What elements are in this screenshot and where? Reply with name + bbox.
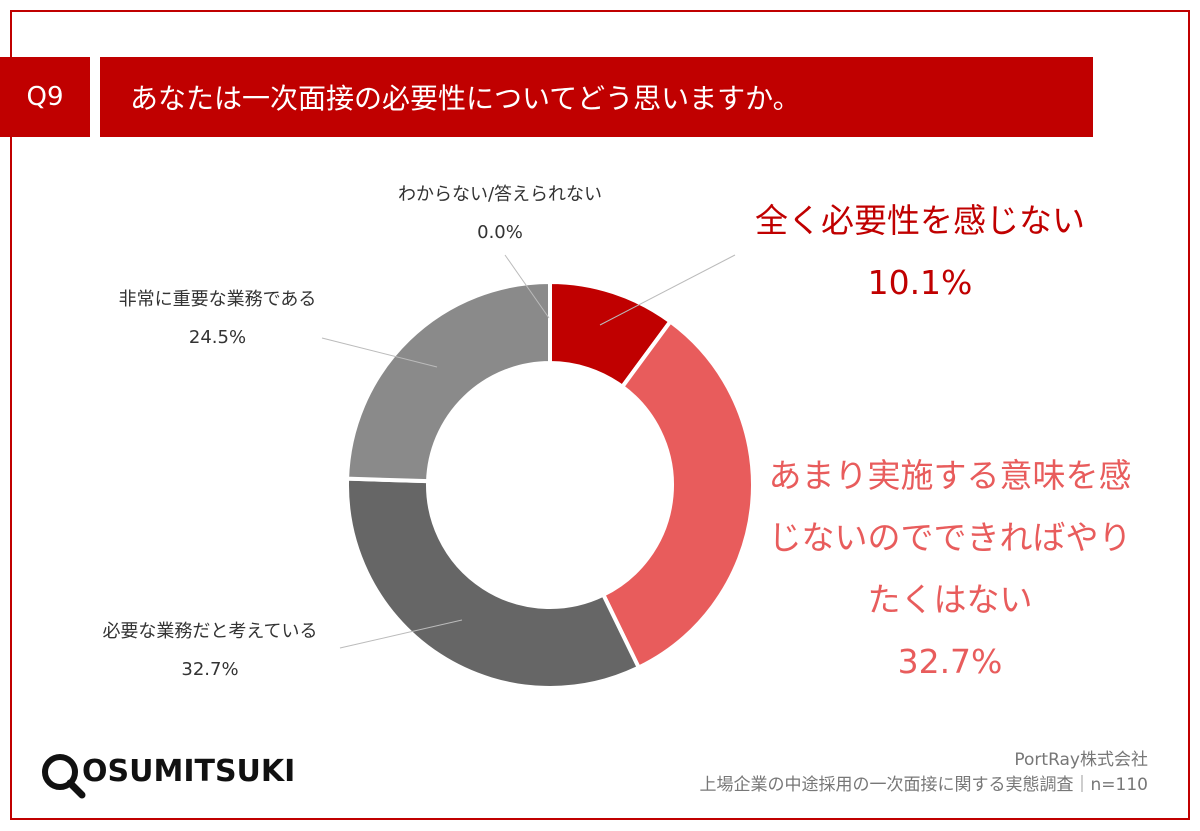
donut-slice [345, 279, 552, 484]
value-label: 24.5% [188, 327, 247, 348]
slice-label: わからない/答えられない 0.0% [360, 176, 640, 252]
slice-label: あまり実施する意味を感じないのでできればやりたくはない 32.7% [760, 445, 1140, 693]
value-label: 10.1% [867, 263, 973, 302]
logo-icon [42, 754, 86, 799]
value-label: 32.7% [897, 642, 1003, 681]
value-label: 32.7% [181, 659, 239, 680]
category-label: 必要な業務だと考えている [102, 621, 318, 642]
slice-label: 非常に重要な業務である 24.5% [100, 281, 335, 357]
category-label: 全く必要性を感じない [755, 201, 1085, 240]
logo: OSUMITSUKI [82, 754, 296, 789]
donut-slice [600, 318, 755, 671]
category-label: あまり実施する意味を感じないのでできればやりたくはない [768, 456, 1132, 619]
category-label: わからない/答えられない [397, 184, 603, 205]
donut-slice [345, 476, 642, 690]
question-text: あなたは一次面接の必要性についてどう思いますか。 [100, 57, 1093, 137]
source: 上場企業の中途採用の一次面接に関する実態調査｜n=110 [699, 775, 1148, 795]
slice-label: 全く必要性を感じない 10.1% [735, 190, 1105, 314]
leader-line [504, 254, 550, 319]
company: PortRay株式会社 [1014, 750, 1148, 770]
value-label: 0.0% [477, 222, 523, 243]
frame [10, 10, 1190, 820]
leader-line [599, 254, 736, 326]
leader-line [321, 337, 438, 368]
question-number: Q9 [0, 57, 90, 137]
slice-label: 必要な業務だと考えている 32.7% [70, 613, 350, 689]
leader-line [339, 619, 463, 649]
category-label: 非常に重要な業務である [118, 289, 317, 310]
